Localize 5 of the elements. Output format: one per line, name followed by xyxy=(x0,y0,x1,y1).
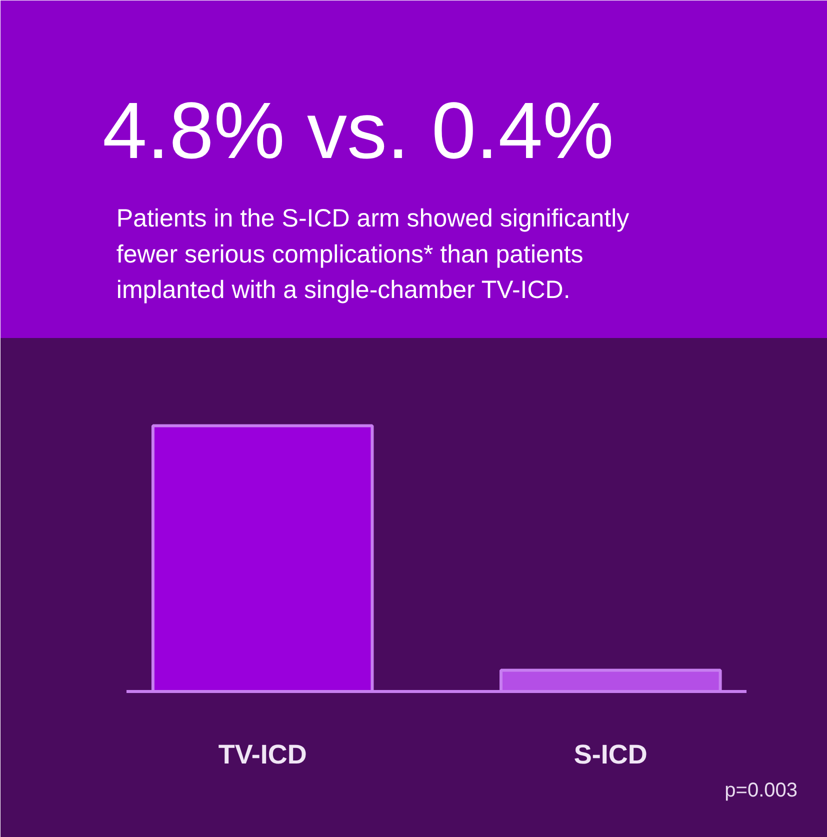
text: p=0.003 xyxy=(724,780,798,802)
x-tick-label: S-ICD xyxy=(574,740,648,770)
chart-title: 4.8% vs. 0.4% xyxy=(102,86,614,176)
chart-subtitle: Patients in the S-ICD arm showed significantly fewer serious complications* than patients implanted with a single-chamber TV-ICD. xyxy=(116,204,630,304)
x-tick-label: TV-ICD xyxy=(218,740,307,770)
